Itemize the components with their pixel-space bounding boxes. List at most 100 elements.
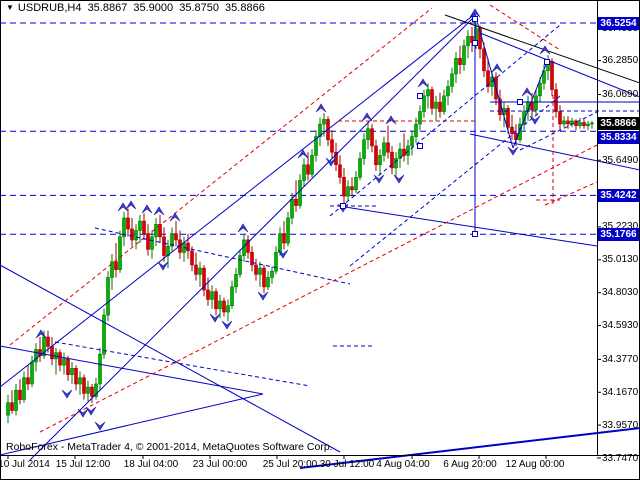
candle-body [206,289,210,300]
symbol-dropdown-icon[interactable]: ▼ [6,3,14,12]
candle-body [418,111,422,125]
trendline[interactable] [444,14,640,84]
object-anchor-handle[interactable] [340,203,346,209]
candle-body [78,377,82,385]
candle-body [318,123,322,137]
candle-body [250,252,254,266]
candle-body [366,128,370,140]
trendline[interactable] [469,133,640,171]
x-axis-label: 10 Jul 2014 [0,459,50,470]
object-anchor-handle[interactable] [417,93,423,99]
candle-body [58,352,62,366]
candle-body [50,346,54,360]
candle-body [518,123,522,141]
candle-body [86,386,90,394]
candle-body [550,61,554,90]
trendline[interactable] [349,95,561,267]
candle-body [506,108,510,128]
trendline[interactable] [0,393,264,456]
price-badge: 35.1766 [598,228,639,241]
candle-body [374,145,378,166]
trendline[interactable] [512,61,548,149]
candle-body [62,358,66,366]
object-anchor-handle[interactable] [544,59,550,65]
y-axis-label: 36.2850 [602,55,639,66]
fractal-down-icon [277,249,289,259]
candle-body [566,120,570,125]
candle-body [562,120,566,125]
y-axis-label: 35.2230 [602,221,639,232]
price-badge: 35.8866 [598,117,639,130]
candle-body [322,119,326,125]
candle-body [198,267,202,275]
y-axis-label: 36.0690 [602,89,639,100]
candle-body [122,217,126,238]
fractal-up-icon [35,329,47,339]
candle-body [586,123,590,126]
fractal-up-icon [153,206,165,216]
symbol-label: USDRUB,H4 [17,2,82,14]
trendline[interactable] [329,24,561,217]
x-axis-label: 30 Jul 12:00 [319,459,375,470]
candle-body [238,255,242,275]
trendline[interactable] [54,341,311,387]
candle-body [534,95,538,111]
candle-body [442,95,446,112]
trendline[interactable] [0,264,341,453]
candle-body [258,267,262,275]
candle-body [578,122,582,126]
fractal-down-icon [257,291,269,301]
quote-open: 35.8867 [87,2,128,14]
candle-body [294,198,298,206]
quote-close: 35.8866 [225,2,265,14]
candle-body [10,402,14,411]
trendline[interactable] [519,111,598,151]
object-anchor-handle[interactable] [417,143,423,149]
candle-body [246,239,250,253]
candle-body [74,367,78,385]
candle-body [590,122,594,125]
candle-body [510,126,514,134]
trendline[interactable] [544,181,598,206]
trendline[interactable] [474,13,514,149]
x-axis-label: 23 Jul 00:00 [192,459,248,470]
price-badge: 36.5254 [598,17,639,30]
object-anchor-handle[interactable] [472,231,478,237]
candle-body [450,73,454,87]
object-anchor-handle[interactable] [472,16,478,22]
fractal-up-icon [417,78,429,88]
y-axis-label: 34.1670 [602,387,639,398]
fractal-down-icon [507,146,519,156]
fractal-up-icon [521,87,533,97]
candle-body [226,305,230,313]
candle-body [438,101,442,112]
candle-body [286,217,290,244]
trendline[interactable] [479,32,640,98]
candle-body [282,233,286,244]
fractal-down-icon [325,157,337,167]
trendline[interactable] [39,144,598,433]
candle-body [138,220,142,231]
trendline[interactable] [29,15,476,461]
trendline[interactable] [0,345,264,395]
candle-body [330,139,334,153]
trendline[interactable] [94,227,351,285]
candle-body [82,377,86,394]
candle-body [306,164,310,175]
fractal-down-icon [61,389,73,399]
candle-body [482,48,486,72]
candle-body [274,252,278,272]
trendline[interactable] [344,206,598,247]
candle-body [278,233,282,253]
quote-high: 35.9000 [133,2,174,14]
fractal-down-icon [529,115,541,125]
trendline[interactable] [0,13,476,388]
trendline[interactable] [299,427,640,469]
object-anchor-handle[interactable] [472,40,478,46]
trendline[interactable] [9,7,433,346]
candle-body [90,386,94,397]
object-anchor-handle[interactable] [517,99,523,105]
candle-body [170,233,174,247]
fractal-up-icon [539,45,551,55]
